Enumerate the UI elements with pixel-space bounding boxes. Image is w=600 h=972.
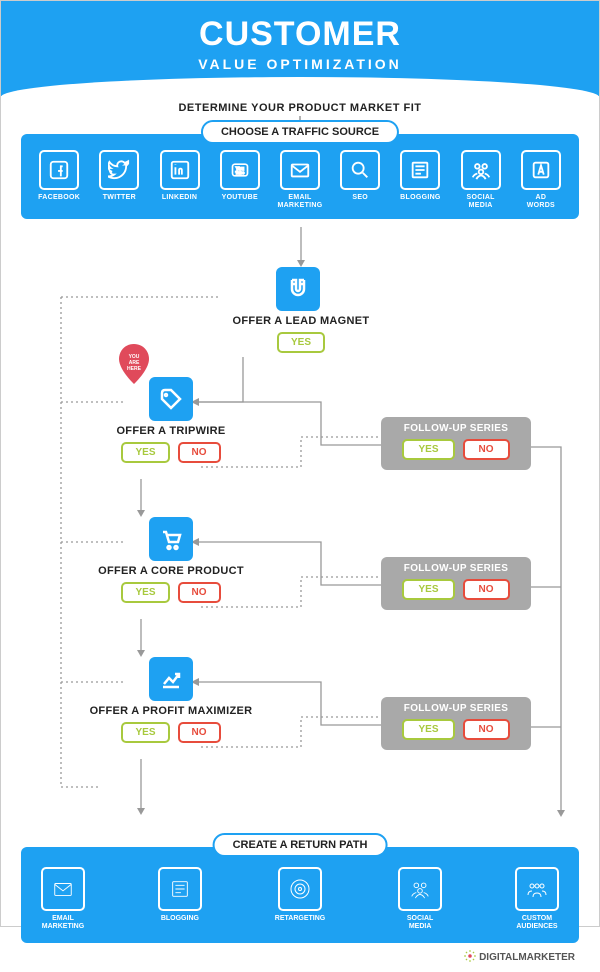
return-label: SOCIALMEDIA [407, 915, 433, 930]
target-icon [278, 867, 322, 911]
youtube-icon: YouTube [220, 150, 260, 190]
yes-button: YES [277, 332, 325, 353]
node-lead-magnet: OFFER A LEAD MAGNET YES [221, 267, 381, 353]
traffic-label: TWITTER [103, 194, 136, 202]
followup-title: FOLLOW-UP SERIES [389, 423, 523, 434]
node-core-product: OFFER A CORE PRODUCT YES NO [81, 517, 261, 603]
followup-series: FOLLOW-UP SERIES YES NO [381, 697, 531, 750]
traffic-item: BLOGGING [392, 150, 448, 209]
return-label: EMAILMARKETING [42, 915, 84, 930]
people-icon [461, 150, 501, 190]
traffic-item: LINKEDIN [151, 150, 207, 209]
twitter-icon [99, 150, 139, 190]
return-title-pill: CREATE A RETURN PATH [213, 833, 388, 857]
traffic-item: FACEBOOK [31, 150, 87, 209]
no-button: NO [178, 582, 221, 603]
node-title: OFFER A CORE PRODUCT [81, 565, 261, 577]
followup-series: FOLLOW-UP SERIES YES NO [381, 417, 531, 470]
traffic-title-pill: CHOOSE A TRAFFIC SOURCE [201, 120, 399, 144]
traffic-item: TWITTER [91, 150, 147, 209]
traffic-label: EMAILMARKETING [277, 194, 322, 209]
traffic-label: LINKEDIN [162, 194, 197, 202]
audience-icon [515, 867, 559, 911]
header-band: CUSTOMER VALUE OPTIMIZATION [1, 1, 599, 96]
svg-text:You: You [236, 166, 245, 171]
return-item: EMAILMARKETING [41, 867, 85, 930]
brand-text: DIGITALMARKETER [479, 952, 575, 963]
return-item: SOCIALMEDIA [398, 867, 442, 930]
blog-icon [400, 150, 440, 190]
no-button: NO [463, 719, 510, 740]
return-item: CUSTOMAUDIENCES [515, 867, 559, 930]
node-title: OFFER A LEAD MAGNET [221, 315, 381, 327]
yes-button: YES [121, 582, 169, 603]
adwords-icon [521, 150, 561, 190]
mail-icon [41, 867, 85, 911]
magnet-icon [276, 267, 320, 311]
followup-title: FOLLOW-UP SERIES [389, 703, 523, 714]
node-title: OFFER A TRIPWIRE [91, 425, 251, 437]
svg-text:HERE: HERE [127, 366, 142, 372]
yes-button: YES [402, 719, 454, 740]
no-button: NO [463, 439, 510, 460]
return-label: RETARGETING [275, 915, 325, 923]
traffic-item: EMAILMARKETING [272, 150, 328, 209]
traffic-label: ADWORDS [527, 194, 555, 209]
footer-brand: DIGITALMARKETER [1, 943, 599, 972]
traffic-item: ADWORDS [513, 150, 569, 209]
yes-button: YES [402, 579, 454, 600]
tag-icon [149, 377, 193, 421]
cart-icon [149, 517, 193, 561]
page-title: CUSTOMER [1, 15, 599, 54]
mail-icon [280, 150, 320, 190]
gear-icon [463, 949, 477, 966]
no-button: NO [178, 442, 221, 463]
traffic-label: YOUTUBE [222, 194, 258, 202]
return-item: BLOGGING [158, 867, 202, 930]
traffic-label: SEO [352, 194, 368, 202]
chart-icon [149, 657, 193, 701]
return-path-band: CREATE A RETURN PATH EMAILMARKETINGBLOGG… [21, 847, 579, 942]
return-item: RETARGETING [275, 867, 325, 930]
traffic-label: SOCIALMEDIA [467, 194, 495, 209]
yes-button: YES [121, 722, 169, 743]
linkedin-icon [160, 150, 200, 190]
traffic-item: YouTube YOUTUBE [212, 150, 268, 209]
node-title: OFFER A PROFIT MAXIMIZER [71, 705, 271, 717]
facebook-icon [39, 150, 79, 190]
search-icon [340, 150, 380, 190]
people-icon [398, 867, 442, 911]
traffic-label: FACEBOOK [38, 194, 80, 202]
traffic-item: SEO [332, 150, 388, 209]
followup-title: FOLLOW-UP SERIES [389, 563, 523, 574]
flow-canvas: OFFER A LEAD MAGNET YES YOUAREHERE OFFER… [21, 227, 579, 847]
node-profit-maximizer: OFFER A PROFIT MAXIMIZER YES NO [71, 657, 271, 743]
no-button: NO [463, 579, 510, 600]
no-button: NO [178, 722, 221, 743]
svg-text:Tube: Tube [235, 171, 244, 175]
determine-title: DETERMINE YOUR PRODUCT MARKET FIT [1, 102, 599, 114]
blog-icon [158, 867, 202, 911]
return-label: BLOGGING [161, 915, 199, 923]
traffic-item: SOCIALMEDIA [453, 150, 509, 209]
return-label: CUSTOMAUDIENCES [516, 915, 557, 930]
traffic-source-band: CHOOSE A TRAFFIC SOURCE FACEBOOKTWITTERL… [21, 134, 579, 219]
traffic-label: BLOGGING [400, 194, 441, 202]
followup-series: FOLLOW-UP SERIES YES NO [381, 557, 531, 610]
node-tripwire: OFFER A TRIPWIRE YES NO [91, 377, 251, 463]
page-subtitle: VALUE OPTIMIZATION [1, 56, 599, 72]
yes-button: YES [402, 439, 454, 460]
yes-button: YES [121, 442, 169, 463]
